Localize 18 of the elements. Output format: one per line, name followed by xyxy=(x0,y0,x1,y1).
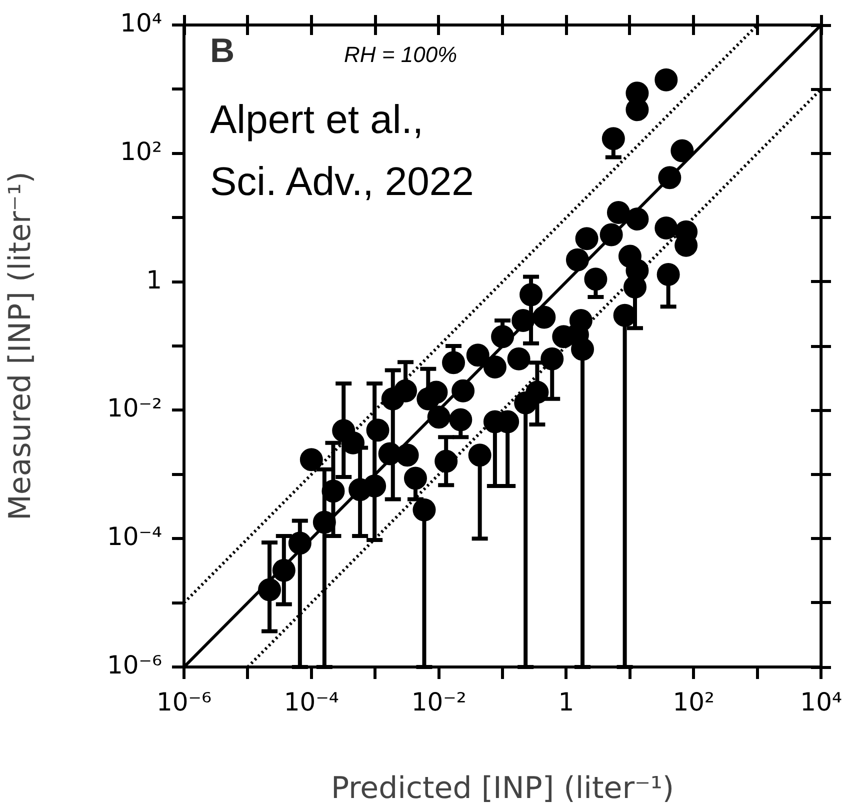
x-tick-label: 1 xyxy=(558,688,574,716)
annotation: Alpert et al., xyxy=(210,98,424,142)
annotation: B xyxy=(210,32,235,70)
annotation: RH = 100% xyxy=(344,42,458,67)
y-tick-label: 10⁴ xyxy=(120,8,162,38)
x-axis-title: Predicted [INP] (liter⁻¹) xyxy=(330,770,674,806)
annotation: Sci. Adv., 2022 xyxy=(210,160,474,204)
x-tick-label: 10⁴ xyxy=(800,688,842,716)
y-tick-label: 10² xyxy=(120,136,162,166)
x-tick-label: 10⁻⁴ xyxy=(284,688,339,716)
y-tick-label: 10⁻² xyxy=(106,394,162,423)
y-axis-title: Measured [INP] (liter⁻¹) xyxy=(2,172,38,520)
x-tick-label: 10² xyxy=(672,688,715,716)
y-tick-label: 1 xyxy=(146,265,162,294)
y-tick-label: 10⁻⁴ xyxy=(106,522,162,552)
y-tick-label: 10⁻⁶ xyxy=(106,650,162,680)
x-tick-label: 10⁻⁶ xyxy=(156,688,212,716)
x-tick-label: 10⁻² xyxy=(411,688,466,716)
